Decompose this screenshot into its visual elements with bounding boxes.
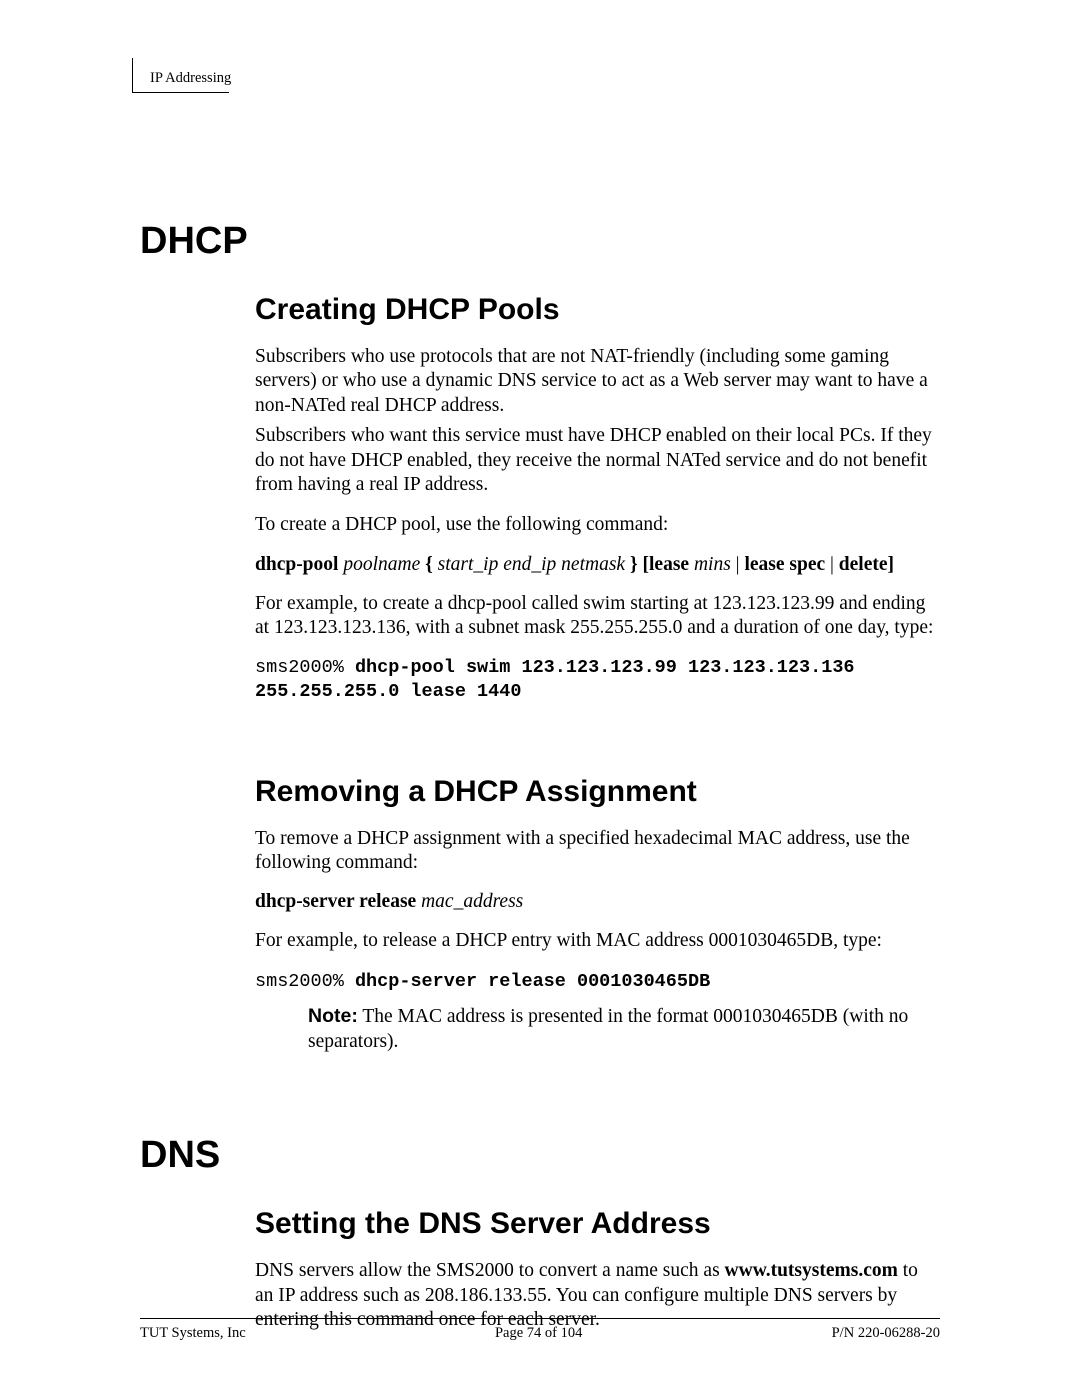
note-label: Note: xyxy=(308,1005,358,1027)
syntax-dhcp-server-release: dhcp-server release mac_address xyxy=(255,891,940,913)
syntax-arg-range: start_ip end_ip netmask xyxy=(438,554,625,575)
code-dhcp-pool-example: sms2000% dhcp-pool swim 123.123.123.99 1… xyxy=(255,656,940,703)
footer-left: TUT Systems, Inc xyxy=(140,1325,246,1342)
page: IP Addressing DHCP Creating DHCP Pools S… xyxy=(0,0,1080,1397)
footer-rule xyxy=(140,1318,940,1319)
para-creating-4: For example, to create a dhcp-pool calle… xyxy=(255,592,940,641)
section-creating-dhcp-pools: Creating DHCP Pools Subscribers who use … xyxy=(255,293,940,704)
heading-creating-dhcp-pools: Creating DHCP Pools xyxy=(255,293,940,327)
note-block: Note: The MAC address is presented in th… xyxy=(308,1004,940,1055)
syntax-brace-open: { xyxy=(425,554,433,575)
page-content: DHCP Creating DHCP Pools Subscribers who… xyxy=(140,220,940,1348)
syntax-leasespec: lease spec xyxy=(744,554,825,575)
footer-right-value: 220-06288-20 xyxy=(858,1325,940,1341)
para-creating-2: Subscribers who want this service must h… xyxy=(255,424,940,497)
para-creating-3: To create a DHCP pool, use the following… xyxy=(255,513,940,537)
para-dns-1-pre: DNS servers allow the SMS2000 to convert… xyxy=(255,1260,725,1281)
running-header: IP Addressing xyxy=(140,70,241,89)
para-removing-2: For example, to release a DHCP entry wit… xyxy=(255,929,940,953)
header-rule xyxy=(132,92,229,93)
syntax-arg-poolname: poolname xyxy=(343,554,420,575)
heading-removing-dhcp: Removing a DHCP Assignment xyxy=(255,775,940,809)
syntax-release-cmd: dhcp-server release xyxy=(255,891,416,912)
footer-center: Page 74 of 104 xyxy=(495,1325,582,1342)
code-command-2: dhcp-server release 0001030465DB xyxy=(355,971,710,992)
heading-setting-dns: Setting the DNS Server Address xyxy=(255,1207,940,1241)
footer-right-label: P/N xyxy=(832,1325,858,1341)
syntax-lease-open: [lease xyxy=(643,554,690,575)
para-removing-1: To remove a DHCP assignment with a speci… xyxy=(255,827,940,876)
section-setting-dns: Setting the DNS Server Address DNS serve… xyxy=(255,1207,940,1332)
code-command: dhcp-pool swim 123.123.123.99 123.123.12… xyxy=(255,657,866,702)
heading-dns: DNS xyxy=(140,1134,940,1177)
footer-row: TUT Systems, Inc Page 74 of 104 P/N 220-… xyxy=(140,1325,940,1342)
code-prompt: sms2000% xyxy=(255,657,344,678)
header-rule-left xyxy=(132,58,133,92)
spacer-lg xyxy=(140,1054,940,1134)
syntax-sep1: | xyxy=(736,554,740,575)
syntax-arg-mins: mins xyxy=(694,554,731,575)
section-removing-dhcp: Removing a DHCP Assignment To remove a D… xyxy=(255,775,940,994)
footer-right: P/N 220-06288-20 xyxy=(832,1325,940,1342)
syntax-brace-close: } xyxy=(630,554,638,575)
syntax-sep2: | xyxy=(830,554,834,575)
note-text: Note: The MAC address is presented in th… xyxy=(308,1004,940,1055)
spacer xyxy=(140,720,940,775)
syntax-release-arg: mac_address xyxy=(421,891,523,912)
note-body: The MAC address is presented in the form… xyxy=(308,1006,908,1052)
syntax-cmd: dhcp-pool xyxy=(255,554,338,575)
heading-dhcp: DHCP xyxy=(140,220,940,263)
syntax-delete: delete] xyxy=(839,554,894,575)
para-creating-1: Subscribers who use protocols that are n… xyxy=(255,345,940,418)
syntax-dhcp-pool: dhcp-pool poolname { start_ip end_ip net… xyxy=(255,554,940,576)
code-release-example: sms2000% dhcp-server release 0001030465D… xyxy=(255,970,940,994)
page-footer: TUT Systems, Inc Page 74 of 104 P/N 220-… xyxy=(140,1318,940,1342)
code-prompt-2: sms2000% xyxy=(255,971,344,992)
para-dns-1-bold: www.tutsystems.com xyxy=(725,1260,898,1281)
